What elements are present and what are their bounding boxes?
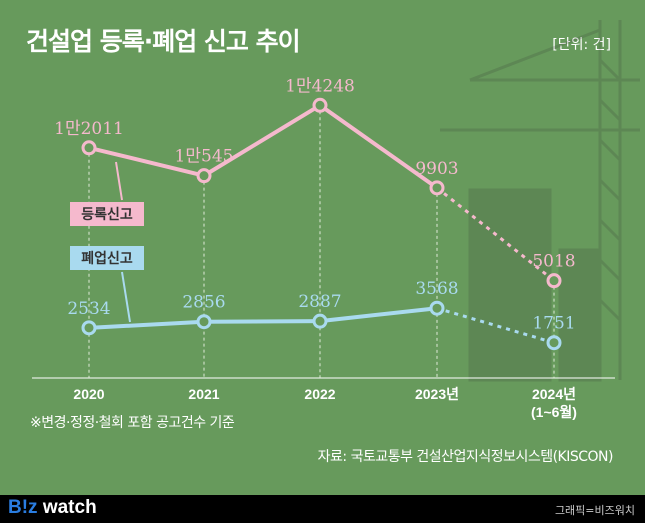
x-tick-label: 2022 — [304, 386, 335, 402]
series-segment — [319, 306, 438, 324]
data-point — [81, 320, 97, 336]
data-point — [196, 168, 212, 184]
legend-box-closure — [70, 246, 144, 270]
x-tick-label: 2023년 — [415, 386, 459, 402]
data-label: 1만2011 — [54, 119, 124, 139]
data-point — [81, 140, 97, 156]
series-segment — [203, 319, 321, 324]
legend-pointer-blue — [121, 271, 131, 323]
data-label: 5018 — [532, 252, 575, 272]
data-label: 9903 — [415, 159, 458, 179]
data-point — [312, 313, 328, 329]
x-tick-sublabel: (1~6월) — [531, 404, 577, 420]
footer: B!z watch 그래픽=비즈워치 — [0, 495, 645, 523]
series-segment — [202, 103, 322, 178]
line-chart: 1만2011 1만545 1만4248 9903 5018 2534 2856 2887 356… — [32, 20, 640, 420]
data-point — [196, 314, 212, 330]
x-tick-label: 2020 — [73, 386, 104, 402]
data-point — [546, 273, 562, 289]
data-label: 2887 — [298, 292, 341, 312]
data-label: 3568 — [415, 279, 458, 299]
x-tick-label: 2021 — [188, 386, 219, 402]
series-segment — [436, 186, 555, 282]
data-label: 1751 — [532, 314, 575, 334]
footnote: ※변경·정정·철회 포함 공고건수 기준 — [30, 415, 235, 431]
data-point — [546, 335, 562, 351]
x-tick-label: 2024년 — [532, 386, 576, 402]
legend-pointer-pink — [115, 161, 123, 201]
legend-closure: 폐업신고 — [81, 251, 133, 267]
data-label: 1만545 — [175, 147, 234, 167]
chart-title: 건설업 등록·폐업 신고 추이 — [26, 27, 301, 56]
legend-box-register — [70, 202, 144, 226]
series-segment — [88, 319, 205, 330]
data-point — [429, 180, 445, 196]
legend-register: 등록신고 — [81, 207, 133, 223]
data-label: 2856 — [182, 293, 225, 313]
series-segment — [436, 306, 555, 345]
source: 자료: 국토교통부 건설산업지식정보시스템(KISCON) — [317, 449, 614, 465]
logo: B!z watch — [8, 497, 97, 518]
series-segment — [318, 103, 439, 190]
data-label: 2534 — [67, 299, 110, 319]
credit: 그래픽=비즈워치 — [554, 504, 635, 517]
data-label: 1만4248 — [285, 76, 355, 96]
series-segment — [88, 145, 205, 178]
data-point — [429, 300, 445, 316]
data-point — [312, 97, 328, 113]
unit-label: [단위: 건] — [552, 37, 611, 53]
